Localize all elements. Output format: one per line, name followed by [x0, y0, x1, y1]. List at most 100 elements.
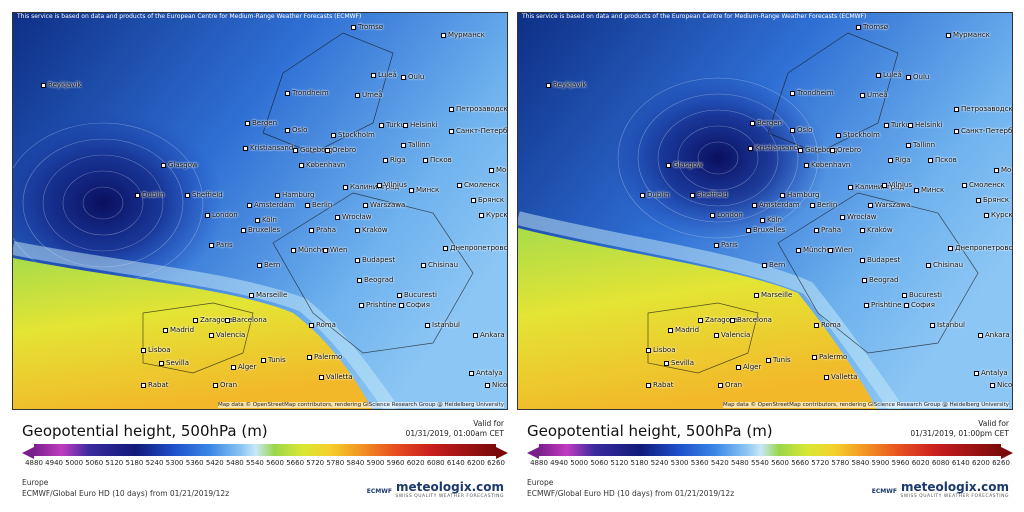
colorbar-shape [527, 447, 1013, 459]
city-label: Roma [814, 321, 841, 329]
colorbar-tick-label: 5480 [730, 459, 749, 467]
city-label: Umeå [355, 91, 383, 99]
city-label: Bergen [750, 119, 782, 127]
colorbar-ticks: 4880 4940 5000 5060 5120 5180 5240 5300 5360 5420… [25, 459, 505, 469]
city-label: Köln [255, 216, 277, 224]
city-label: Praha [309, 226, 336, 234]
city-label: Tallinn [906, 141, 935, 149]
city-label: Helsinki [908, 121, 943, 129]
logo-tagline: SWISS QUALITY WEATHER FORECASTING [900, 494, 1009, 499]
city-label: Wrocław [335, 213, 371, 221]
city-label: Псков [928, 156, 957, 164]
colorbar-tick-label: 5600 [266, 459, 284, 467]
city-label: Madrid [668, 326, 699, 334]
colorbar-tick-label: 6260 [992, 459, 1010, 467]
notice: This service is based on data and produc… [522, 13, 867, 20]
city-label: Брянск [471, 196, 504, 204]
city-label: Vilnius [882, 181, 912, 189]
city-label: Amsterdam [752, 201, 800, 209]
city-label: Lisboa [646, 346, 676, 354]
city-label: København [804, 161, 850, 169]
city-label: Брянск [976, 196, 1009, 204]
city-label: Chisinau [926, 261, 963, 269]
city-label: Kristiansand [243, 144, 293, 152]
colorbar-shape [22, 447, 508, 459]
city-label: Петрозаводск [954, 105, 1012, 113]
city-label: Budapest [860, 256, 900, 264]
city-label: Санкт-Петербург [954, 127, 1012, 135]
colorbar-fill [34, 444, 496, 456]
colorbar-tick-label: 5960 [386, 459, 405, 467]
colorbar-tick-label: 5720 [306, 459, 325, 467]
provider-logo: ECMWF [871, 488, 897, 495]
city-label: Valencia [714, 331, 750, 339]
colorbar-tick-label: 5840 [346, 459, 365, 467]
city-label: Wien [828, 246, 852, 254]
colorbar-tick-label: 5180 [125, 459, 144, 467]
colorbar-tick-label: 5420 [205, 459, 224, 467]
colorbar-tick-label: 6140 [446, 459, 465, 467]
city-label: Palermo [307, 353, 342, 361]
city-label: Glasgow [161, 161, 198, 169]
city-label: Tunis [261, 356, 286, 364]
city-label: Luleå [876, 71, 902, 79]
city-label: Oslo [285, 126, 307, 134]
city-label: Budapest [355, 256, 395, 264]
colorbar-tick-label: 5360 [185, 459, 204, 467]
city-label: Prishtine [359, 301, 396, 309]
city-label: Antalya [469, 369, 503, 377]
city-label: Oslo [790, 126, 812, 134]
city-label: Смоленск [457, 181, 500, 189]
city-label: Berlin [305, 201, 332, 209]
city-label: Tromsø [856, 23, 888, 31]
logo-tagline: SWISS QUALITY WEATHER FORECASTING [395, 494, 504, 499]
colorbar-tick-label: 5300 [165, 459, 184, 467]
city-label: Oran [213, 381, 237, 389]
colorbar-tick-label: 5060 [85, 459, 104, 467]
city-label: Wrocław [840, 213, 876, 221]
valid-time: Valid for 01/31/2019, 01:00am CET [406, 419, 504, 439]
city-label: Orebro [830, 146, 861, 154]
city-label: Минск [914, 186, 944, 194]
city-label: Turku [379, 121, 405, 129]
city-label: Valencia [209, 331, 245, 339]
city-label: Zaragoza [193, 316, 233, 324]
city-label: Madrid [163, 326, 194, 334]
colorbar-tick-label: 5000 [65, 459, 84, 467]
colorbar-tick-label: 6200 [971, 459, 990, 467]
city-label: Riga [888, 156, 911, 164]
city-label: Москва [489, 166, 507, 174]
city-label: Минск [409, 186, 439, 194]
city-label: София [399, 301, 430, 309]
city-label: Marseille [249, 291, 287, 299]
colorbar-tick-label: 5420 [710, 459, 729, 467]
colorbar-tick-label: 6200 [466, 459, 485, 467]
city-label: Калининград [343, 183, 399, 191]
city-label: София [904, 301, 935, 309]
colorbar-tick-label: 5180 [630, 459, 649, 467]
city-label: Luleå [371, 71, 397, 79]
colorbar-tick-label: 4880 [530, 459, 548, 467]
city-label: Köln [760, 216, 782, 224]
city-label: Bern [257, 261, 280, 269]
city-label: Barcelona [225, 316, 267, 324]
city-label: Antalya [974, 369, 1008, 377]
city-label: Alger [736, 363, 761, 371]
city-label: Amsterdam [247, 201, 295, 209]
city-label: Днепропетровск [948, 244, 1012, 252]
legend-title: Geopotential height, 500hPa (m) [22, 422, 268, 440]
colorbar-tick-label: 5360 [690, 459, 709, 467]
city-label: Bern [762, 261, 785, 269]
city-label: Bruxelles [746, 226, 785, 234]
city-label: Göteborg [293, 146, 333, 154]
city-label: Reykjavík [546, 81, 586, 89]
city-label: Paris [714, 241, 738, 249]
weather-map: This service is based on data and produc… [12, 12, 508, 410]
logo-name: meteologix.com [396, 480, 504, 494]
city-label: Warszawa [363, 201, 405, 209]
colorbar-tick-label: 5300 [670, 459, 689, 467]
city-label: Bucuresti [902, 291, 942, 299]
colorbar-tick-label: 4940 [45, 459, 63, 467]
colorbar-tick-label: 6140 [951, 459, 970, 467]
colorbar-tick-label: 5000 [570, 459, 589, 467]
